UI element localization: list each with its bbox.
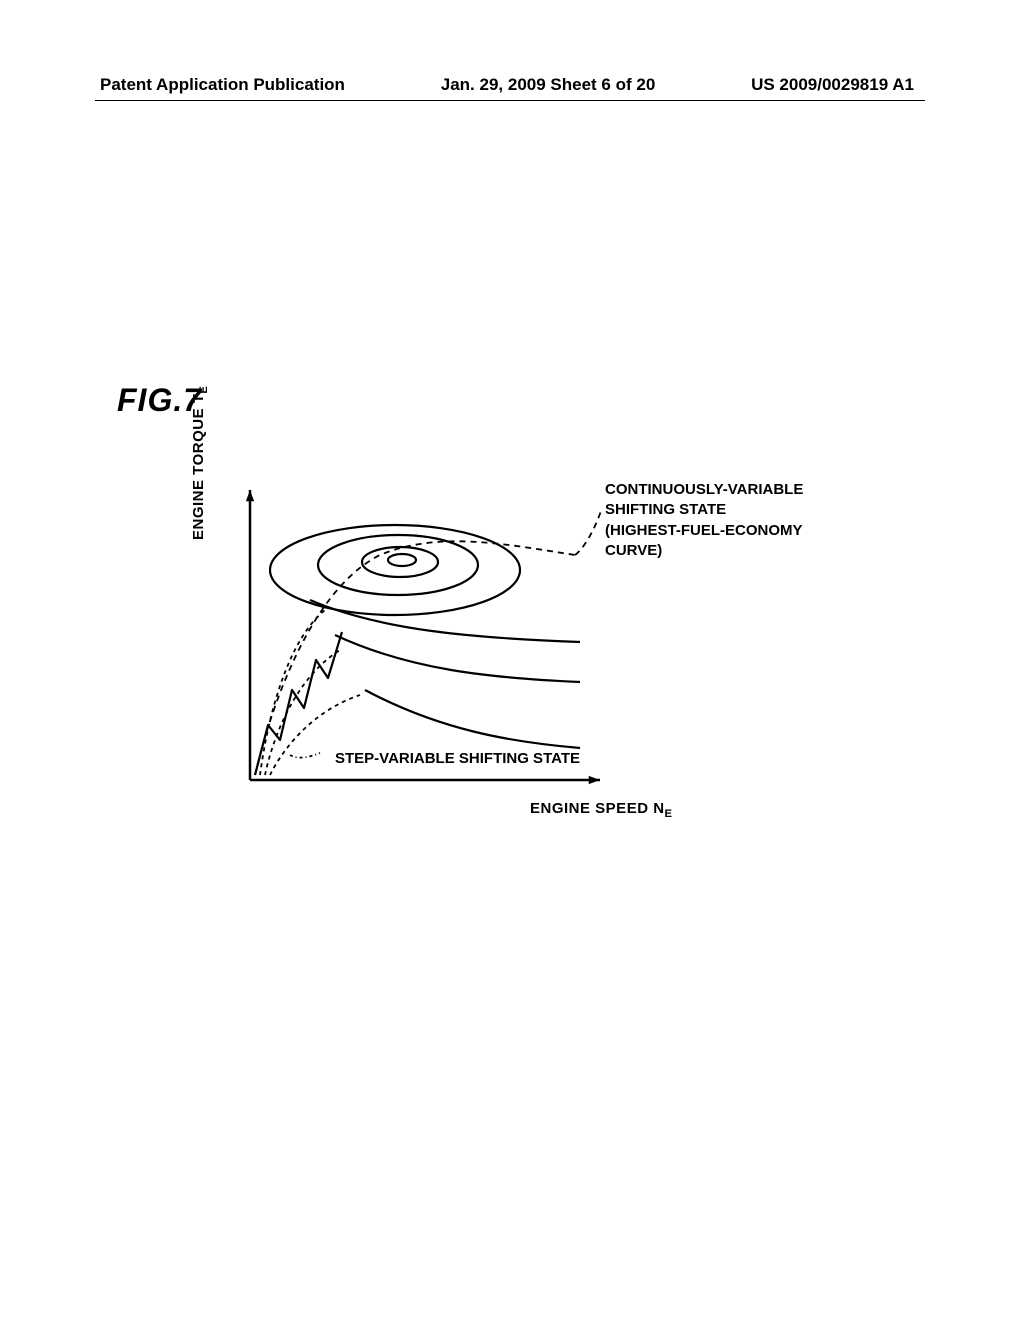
- page-header: Patent Application Publication Jan. 29, …: [0, 75, 1024, 95]
- header-center: Jan. 29, 2009 Sheet 6 of 20: [441, 75, 656, 95]
- step-variable-label: STEP-VARIABLE SHIFTING STATE: [335, 750, 580, 767]
- chart-area: [180, 460, 920, 840]
- chart-svg: [180, 460, 920, 840]
- header-left: Patent Application Publication: [100, 75, 345, 95]
- x-axis-label: ENGINE SPEED NE: [530, 800, 673, 820]
- header-right: US 2009/0029819 A1: [751, 75, 914, 95]
- header-rule: [95, 100, 925, 101]
- page-container: Patent Application Publication Jan. 29, …: [0, 0, 1024, 1320]
